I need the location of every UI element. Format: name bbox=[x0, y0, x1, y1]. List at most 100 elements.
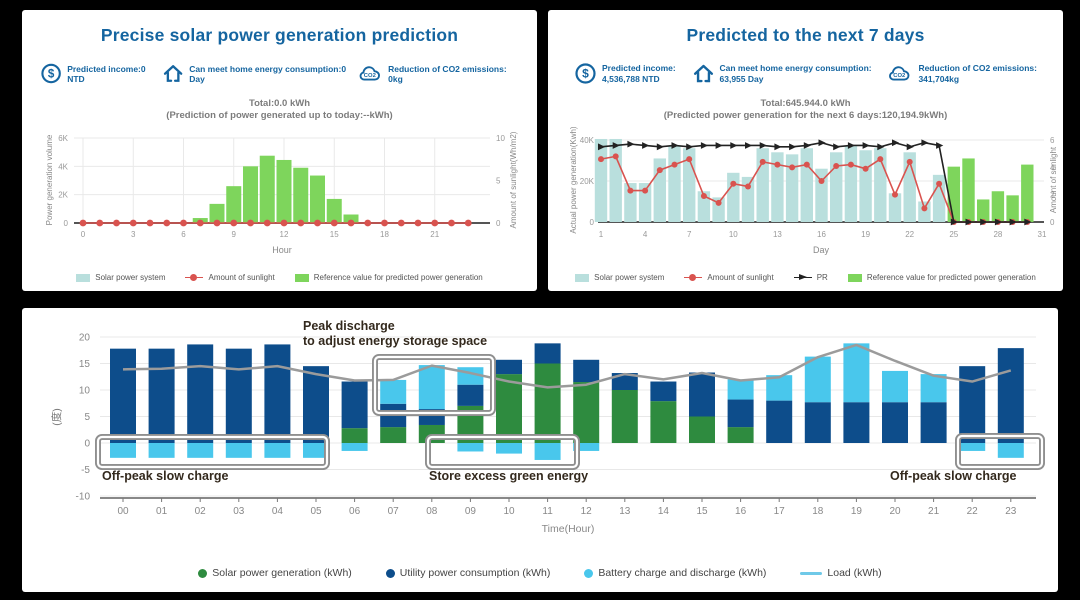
legend-label: Solar power generation (kWh) bbox=[212, 567, 352, 579]
svg-text:15: 15 bbox=[696, 506, 708, 517]
svg-text:CO2: CO2 bbox=[894, 73, 907, 79]
chart-subtitle-right: (Predicted power generation for the next… bbox=[663, 110, 948, 121]
stat-item: Can meet home energy consumption: 63,955 … bbox=[692, 62, 872, 85]
svg-text:16: 16 bbox=[735, 506, 747, 517]
dollar-icon: $ bbox=[575, 63, 596, 84]
svg-text:19: 19 bbox=[861, 230, 870, 239]
legend-item: Solar power generation (kWh) bbox=[198, 567, 352, 579]
stat-text: Reduction of CO2 emissions: 0kg bbox=[388, 63, 507, 84]
chart-title-right: Total:645.944.0 kWh (Predicted power gen… bbox=[548, 98, 1063, 122]
svg-text:Actual power generation(Kwh): Actual power generation(Kwh) bbox=[569, 126, 578, 234]
panel-7day-prediction: Predicted to the next 7 days $ Predicted … bbox=[548, 10, 1063, 291]
legend-label: Reference value for predicted power gene… bbox=[866, 273, 1036, 282]
legend-marker-icon bbox=[800, 571, 823, 575]
svg-text:1: 1 bbox=[599, 230, 604, 239]
legend-item: Battery charge and discharge (kWh) bbox=[584, 567, 766, 579]
svg-text:04: 04 bbox=[272, 506, 284, 517]
svg-text:Amount of sunlight: Amount of sunlight bbox=[1049, 146, 1058, 213]
legend-label: Amount of sunlight bbox=[707, 273, 774, 282]
svg-text:10: 10 bbox=[729, 230, 738, 239]
svg-text:20: 20 bbox=[79, 333, 91, 344]
svg-text:16: 16 bbox=[817, 230, 826, 239]
svg-text:5: 5 bbox=[496, 177, 501, 186]
svg-text:07: 07 bbox=[388, 506, 400, 517]
svg-text:0: 0 bbox=[496, 219, 501, 228]
svg-text:20: 20 bbox=[889, 506, 901, 517]
svg-text:2K: 2K bbox=[58, 191, 68, 200]
svg-text:02: 02 bbox=[195, 506, 207, 517]
svg-text:-5: -5 bbox=[81, 465, 90, 476]
legend-label: Utility power consumption (kWh) bbox=[399, 567, 551, 579]
legend-item: Amount of sunlight bbox=[684, 273, 774, 282]
svg-text:0: 0 bbox=[64, 219, 69, 228]
svg-text:09: 09 bbox=[465, 506, 477, 517]
legend-marker-icon bbox=[185, 273, 204, 282]
svg-text:Day: Day bbox=[813, 245, 830, 255]
svg-text:10: 10 bbox=[496, 134, 505, 143]
svg-text:Off-peak slow charge: Off-peak slow charge bbox=[890, 469, 1016, 483]
svg-text:Hour: Hour bbox=[272, 245, 292, 255]
legend-label: PR bbox=[816, 273, 828, 282]
legend-marker-icon bbox=[76, 273, 91, 282]
dollar-icon: $ bbox=[41, 63, 61, 84]
legend-marker-icon bbox=[584, 568, 594, 578]
svg-text:11: 11 bbox=[542, 506, 553, 517]
legend-item: Utility power consumption (kWh) bbox=[385, 567, 551, 579]
home-icon bbox=[693, 64, 713, 83]
stat-item: CO2 Reduction of CO2 emissions: 341,704kg bbox=[887, 62, 1037, 85]
legend-marker-icon bbox=[575, 273, 590, 282]
svg-text:$: $ bbox=[582, 67, 589, 81]
svg-text:(度): (度) bbox=[50, 408, 63, 426]
svg-text:31: 31 bbox=[1038, 230, 1047, 239]
legend-item: PR bbox=[793, 273, 828, 282]
legend-marker-icon bbox=[793, 273, 812, 282]
svg-text:08: 08 bbox=[426, 506, 438, 517]
svg-text:-10: -10 bbox=[76, 492, 91, 503]
chart-total-right: Total:645.944.0 kWh bbox=[760, 98, 851, 109]
stat-item: CO2 Reduction of CO2 emissions: 0kg bbox=[358, 62, 519, 85]
svg-text:17: 17 bbox=[774, 506, 786, 517]
legend-label: Reference value for predicted power gene… bbox=[313, 273, 483, 282]
chart-total-left: Total:0.0 kWh bbox=[248, 98, 311, 109]
legend-item: Reference value for predicted power gene… bbox=[847, 273, 1036, 282]
svg-text:Time(Hour): Time(Hour) bbox=[542, 523, 595, 535]
legend-label: Load (kWh) bbox=[827, 567, 882, 579]
stat-text: Predicted income: 4,536,788 NTD bbox=[602, 63, 676, 84]
co2-cloud-icon: CO2 bbox=[889, 66, 910, 81]
legend-label: Solar power system bbox=[95, 273, 166, 282]
svg-text:9: 9 bbox=[232, 230, 237, 239]
svg-text:Off-peak slow charge: Off-peak slow charge bbox=[102, 469, 228, 483]
svg-text:19: 19 bbox=[851, 506, 863, 517]
home-icon bbox=[163, 65, 183, 82]
legend-item: Amount of sunlight bbox=[185, 273, 275, 282]
svg-text:40K: 40K bbox=[580, 136, 595, 145]
legend-hourly-chart: Solar power system Amount of sunlight Refe… bbox=[22, 273, 537, 282]
svg-text:4: 4 bbox=[1050, 163, 1055, 172]
svg-text:3: 3 bbox=[131, 230, 136, 239]
panel-left-title: Precise solar power generation predictio… bbox=[100, 25, 459, 45]
svg-text:00: 00 bbox=[117, 506, 129, 517]
svg-text:25: 25 bbox=[949, 230, 958, 239]
daily-prediction-chart: 0 20K 40K 0 2 4 6 1 4 7 10 13 16 19 22 25 28 31 Day Actual … bbox=[569, 126, 1058, 255]
stat-text: Predicted income:0 NTD bbox=[67, 63, 146, 84]
panel-energy-schedule: 20 15 10 5 0 -5 -10 Peak discharge to adjust ene… bbox=[22, 308, 1058, 592]
svg-text:13: 13 bbox=[773, 230, 782, 239]
legend-marker-icon bbox=[198, 568, 208, 578]
svg-text:0: 0 bbox=[81, 230, 86, 239]
svg-text:2: 2 bbox=[1050, 191, 1055, 200]
legend-marker-icon bbox=[294, 273, 309, 282]
legend-marker-icon bbox=[385, 568, 395, 578]
svg-text:06: 06 bbox=[349, 506, 361, 517]
legend-marker-icon bbox=[847, 273, 862, 282]
svg-text:23: 23 bbox=[1005, 506, 1017, 517]
legend-label: Solar power system bbox=[594, 273, 665, 282]
legend-label: Battery charge and discharge (kWh) bbox=[598, 567, 767, 579]
stat-item: $ Predicted income:0 NTD bbox=[40, 62, 162, 85]
svg-text:18: 18 bbox=[812, 506, 824, 517]
svg-text:4: 4 bbox=[643, 230, 648, 239]
svg-text:03: 03 bbox=[233, 506, 245, 517]
svg-text:6: 6 bbox=[1050, 136, 1055, 145]
svg-text:10: 10 bbox=[503, 506, 515, 517]
legend-item: Load (kWh) bbox=[800, 567, 882, 579]
